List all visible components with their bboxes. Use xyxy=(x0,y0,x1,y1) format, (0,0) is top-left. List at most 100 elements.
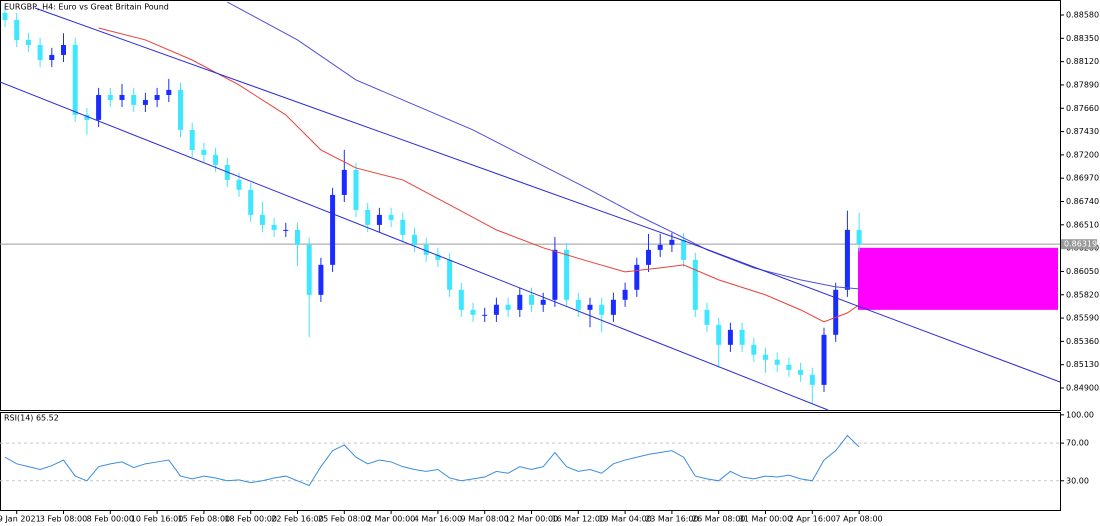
y-tick-label: 0.88120 xyxy=(1066,57,1099,66)
x-tick-label: 2 Apr 16:00 xyxy=(789,515,836,524)
x-tick-label: 12 Mar 00:00 xyxy=(505,515,558,524)
x-tick-label: 16 Mar 12:00 xyxy=(552,515,605,524)
x-tick-label: 15 Feb 08:00 xyxy=(178,515,230,524)
candle-body xyxy=(84,114,90,120)
candle-body xyxy=(470,309,476,315)
candle-body xyxy=(283,229,289,231)
x-tick-label: 29 Jan 2021 xyxy=(0,515,41,524)
y-tick-label: 0.84900 xyxy=(1066,384,1099,393)
candle-body xyxy=(657,244,663,250)
y-tick-label: 0.85590 xyxy=(1066,314,1099,323)
candle-body xyxy=(49,54,55,61)
candle-body xyxy=(447,259,453,290)
candle-body xyxy=(681,239,687,260)
candle-body xyxy=(786,364,792,370)
candle-body xyxy=(774,359,780,365)
x-tick-label: 3 Feb 08:00 xyxy=(40,515,87,524)
candle-body xyxy=(564,249,570,300)
candle-body xyxy=(154,94,160,100)
channel-lower-line xyxy=(0,81,829,411)
candle-body xyxy=(716,324,722,345)
y-tick-label: 0.88350 xyxy=(1066,34,1099,43)
candle-body xyxy=(646,249,651,265)
candle-body xyxy=(178,89,183,130)
candle-body xyxy=(809,374,815,385)
y-tick-label: 0.87890 xyxy=(1066,80,1099,89)
candle-body xyxy=(248,189,254,215)
candle-body xyxy=(610,299,616,315)
y-tick-label: 0.86970 xyxy=(1066,174,1099,183)
candle-body xyxy=(669,239,675,245)
candle-body xyxy=(61,45,66,55)
bid-label-bg xyxy=(1061,239,1097,250)
candle-body xyxy=(119,94,125,100)
candle-body xyxy=(306,244,312,295)
candle-body xyxy=(751,344,757,355)
candle-body xyxy=(142,99,148,105)
candle-body xyxy=(493,304,499,315)
candle-body xyxy=(552,249,558,300)
candle-body xyxy=(376,214,382,225)
candle-body xyxy=(318,264,324,295)
trend-line xyxy=(689,242,1061,383)
candle-body xyxy=(412,234,417,245)
y-tick-label: 0.85360 xyxy=(1066,337,1099,346)
candle-body xyxy=(634,264,640,290)
y-tick-label: 0.88580 xyxy=(1066,11,1099,20)
candle-body xyxy=(692,259,698,310)
candle-body xyxy=(341,169,347,195)
candle-body xyxy=(599,304,605,315)
y-tick-label: 0.86050 xyxy=(1066,267,1099,276)
candle-body xyxy=(166,89,172,95)
rsi-panel xyxy=(0,412,1061,511)
candle-body xyxy=(798,369,804,375)
y-tick-label: 0.86740 xyxy=(1066,197,1099,206)
candle-body xyxy=(844,229,850,290)
x-tick-label: 26 Mar 08:00 xyxy=(692,515,745,524)
x-tick-label: 9 Mar 08:00 xyxy=(461,515,509,524)
x-tick-label: 10 Feb 16:00 xyxy=(131,515,183,524)
candle-body xyxy=(213,154,219,165)
price-panel xyxy=(0,0,1061,411)
y-tick-label: 0.87660 xyxy=(1066,104,1099,113)
rsi-line xyxy=(4,434,860,487)
candle-body xyxy=(739,329,745,345)
x-tick-label: 2 Mar 00:00 xyxy=(367,515,415,524)
candle-body xyxy=(295,229,300,245)
candle-body xyxy=(423,244,429,255)
candle-body xyxy=(727,329,733,345)
x-tick-label: 23 Mar 16:00 xyxy=(645,515,698,524)
y-tick-label: 70.00 xyxy=(1066,439,1089,448)
candle-body xyxy=(201,149,207,155)
candle-body xyxy=(14,19,20,40)
x-tick-label: 19 Mar 04:00 xyxy=(598,515,651,524)
candle-body xyxy=(517,294,523,310)
candle-body xyxy=(131,94,137,105)
candle-body xyxy=(856,229,862,245)
moving-average xyxy=(227,1,860,290)
candle-body xyxy=(259,214,265,225)
candle-body xyxy=(236,179,242,190)
x-tick-label: 4 Mar 16:00 xyxy=(414,515,462,524)
candle-body xyxy=(833,289,839,335)
candle-body xyxy=(365,209,371,225)
price-layer xyxy=(0,1,1060,404)
y-tick-label: 0.87200 xyxy=(1066,150,1099,159)
candle-body xyxy=(96,94,102,120)
candle-body xyxy=(575,299,581,310)
rsi-title: RSI(14) 65.52 xyxy=(4,414,59,423)
candle-body xyxy=(435,254,441,260)
y-tick-label: 0.86510 xyxy=(1066,220,1099,229)
candle-body xyxy=(400,219,406,235)
candle-body xyxy=(189,129,195,150)
candle-body xyxy=(271,224,277,230)
moving-average xyxy=(98,27,860,323)
candle-body xyxy=(540,299,546,305)
y-tick-label: 0.85820 xyxy=(1066,290,1099,299)
candle-body xyxy=(704,309,710,325)
candle-body xyxy=(482,314,488,316)
candle-body xyxy=(72,45,78,115)
candle-body xyxy=(587,304,593,310)
chart-title: EURGBP, H4: Euro vs Great Britain Pound xyxy=(4,3,169,12)
candle-body xyxy=(505,304,511,310)
